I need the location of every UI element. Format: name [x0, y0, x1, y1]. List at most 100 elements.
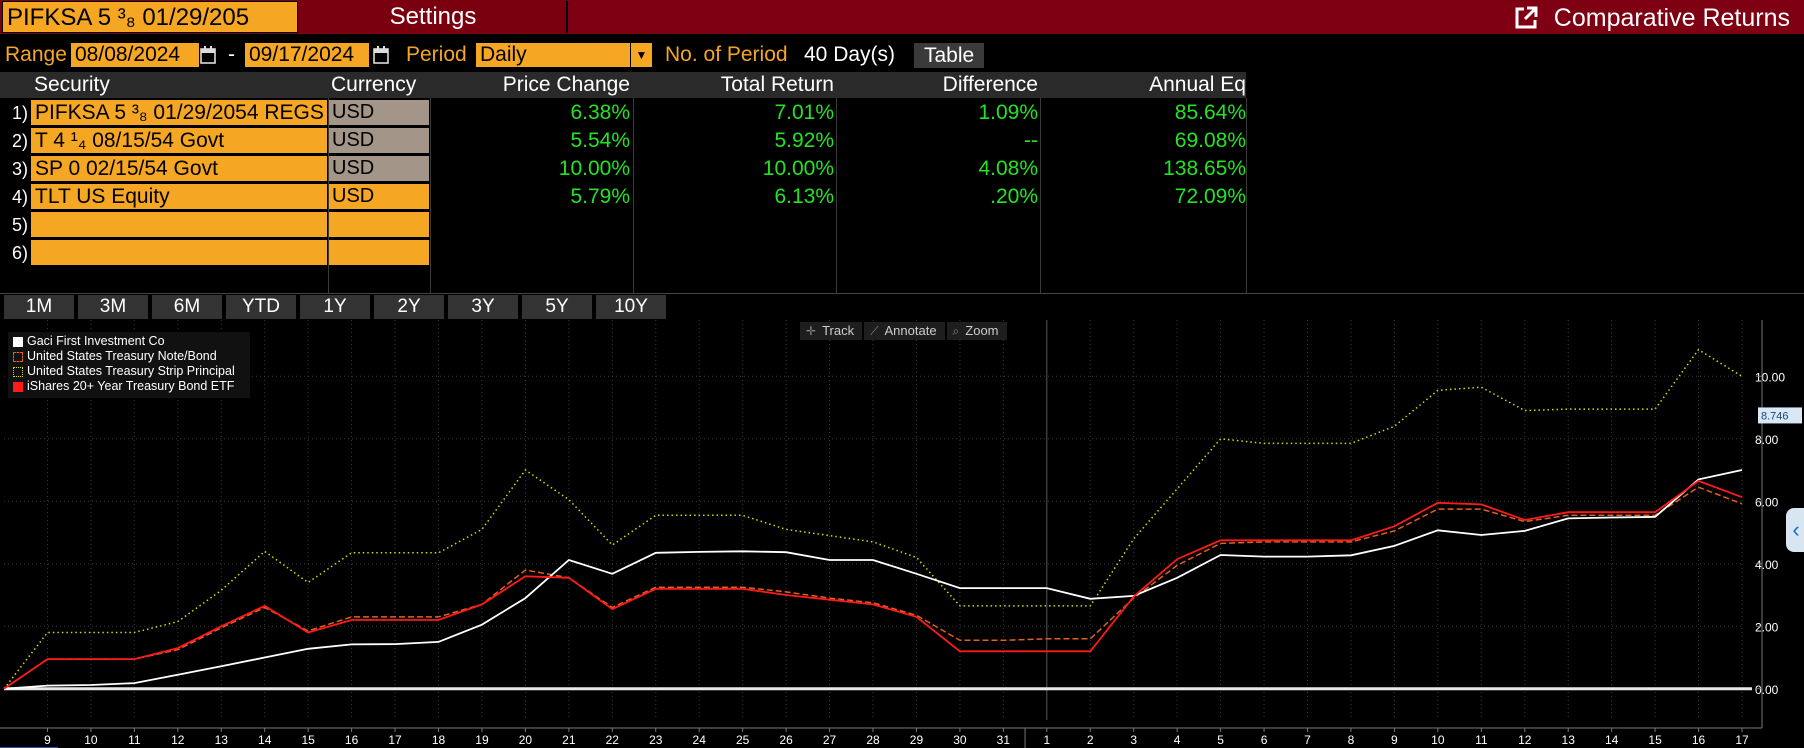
currency-field[interactable]: [329, 212, 429, 237]
x-tick-label: 12: [1518, 733, 1532, 747]
annual-eq-cell: 85.64%: [1174, 101, 1246, 124]
start-date-field[interactable]: 08/08/2024: [71, 43, 199, 67]
zoom-button[interactable]: ⌕ Zoom: [946, 322, 1007, 340]
security-input[interactable]: T 4 ¹₄ 08/15/54 Govt: [31, 128, 327, 153]
column-header-total-return: Total Return: [720, 73, 834, 96]
column-divider: [328, 98, 329, 294]
x-tick-label: 16: [345, 733, 359, 747]
chevron-down-icon[interactable]: ▼: [630, 43, 652, 67]
row-number: 6): [12, 243, 29, 263]
legend-swatch: [13, 366, 23, 377]
x-tick-label: 3: [1130, 733, 1137, 747]
currency-field[interactable]: USD: [329, 128, 429, 153]
series-line[interactable]: [3, 479, 1743, 690]
calendar-icon[interactable]: [199, 45, 217, 65]
x-tick-label: 4: [1174, 733, 1181, 747]
security-input[interactable]: SP 0 02/15/54 Govt: [31, 156, 327, 181]
y-tick-label: 4.00: [1755, 558, 1779, 572]
securities-table: Security Currency Price Change Total Ret…: [0, 72, 1804, 294]
column-header-security: Security: [34, 73, 110, 96]
period-button-6m[interactable]: 6M: [152, 295, 222, 319]
legend-swatch: [13, 351, 23, 362]
annual-eq-cell: 138.65%: [1163, 157, 1246, 180]
legend-entry[interactable]: United States Treasury Note/Bond: [8, 349, 250, 364]
x-tick-label: 22: [606, 733, 620, 747]
x-tick-label: 29: [910, 733, 924, 747]
row-number: 4): [12, 187, 29, 207]
period-button-5y[interactable]: 5Y: [522, 295, 592, 319]
page-title: Comparative Returns: [1553, 4, 1790, 32]
x-tick-label: 13: [1562, 733, 1576, 747]
legend-entry[interactable]: United States Treasury Strip Principal: [8, 364, 250, 379]
security-input[interactable]: PIFKSA 5 ³₈ 01/29/2054 REGS: [31, 100, 327, 125]
series-line[interactable]: [3, 469, 1743, 690]
y-tick-label: 8.00: [1755, 433, 1779, 447]
price-change-cell: [434, 212, 630, 238]
ticker-field[interactable]: PIFKSA 5 ³₈ 01/29/205: [2, 1, 298, 33]
title-bar-right: Comparative Returns: [568, 1, 1804, 33]
period-select[interactable]: Daily: [476, 43, 630, 67]
chart-legend: Gaci First Investment Co United States Tr…: [8, 332, 250, 398]
currency-field[interactable]: [329, 240, 429, 265]
column-divider: [430, 98, 431, 294]
difference-cell: [838, 212, 1038, 238]
annual-eq-cell: [1042, 240, 1246, 266]
comparative-returns-title[interactable]: Comparative Returns: [1514, 2, 1790, 34]
period-button-1y[interactable]: 1Y: [300, 295, 370, 319]
crosshair-icon: ✛: [806, 324, 817, 338]
price-change-cell: 10.00%: [558, 157, 630, 180]
x-tick-label: 27: [823, 733, 837, 747]
currency-field[interactable]: USD: [329, 156, 429, 181]
x-tick-label: 19: [475, 733, 489, 747]
currency-field[interactable]: USD: [329, 184, 429, 209]
track-button[interactable]: ✛ Track: [800, 322, 863, 340]
total-return-cell: [636, 212, 834, 238]
period-button-1m[interactable]: 1M: [4, 295, 74, 319]
x-tick-label: 24: [693, 733, 707, 747]
currency-field[interactable]: USD: [329, 100, 429, 125]
period-button-2y[interactable]: 2Y: [374, 295, 444, 319]
price-change-cell: 5.54%: [570, 129, 630, 152]
period-label: Period: [406, 43, 467, 66]
table-header-bar: [0, 72, 1246, 98]
last-value-label: 8.746: [1761, 410, 1789, 422]
x-tick-label: 8: [1348, 733, 1355, 747]
calendar-icon[interactable]: [372, 45, 390, 65]
end-date-field[interactable]: 09/17/2024: [245, 43, 369, 67]
period-button-3m[interactable]: 3M: [78, 295, 148, 319]
legend-label: United States Treasury Strip Principal: [27, 364, 235, 378]
settings-button[interactable]: Settings: [300, 1, 568, 33]
x-tick-label: 17: [388, 733, 402, 747]
x-tick-label: 28: [866, 733, 880, 747]
difference-cell: [838, 240, 1038, 266]
total-return-cell: 7.01%: [774, 101, 834, 124]
annotate-button[interactable]: ⟋ Annotate: [864, 322, 945, 340]
table-button[interactable]: Table: [914, 43, 985, 68]
x-tick-label: 20: [519, 733, 533, 747]
x-tick-label: 1: [1043, 733, 1050, 747]
security-input[interactable]: [31, 212, 327, 237]
y-tick-label: 2.00: [1755, 620, 1779, 634]
security-input[interactable]: TLT US Equity: [31, 184, 327, 209]
legend-label: United States Treasury Note/Bond: [27, 349, 217, 363]
x-tick-label: 11: [128, 733, 141, 747]
security-input[interactable]: [31, 240, 327, 265]
legend-label: iShares 20+ Year Treasury Bond ETF: [27, 379, 235, 393]
track-label: Track: [822, 323, 855, 338]
num-period-value[interactable]: 40 Day(s): [804, 43, 896, 66]
series-line[interactable]: [3, 486, 1743, 690]
total-return-cell: 10.00%: [762, 157, 834, 180]
price-change-cell: [434, 240, 630, 266]
row-number: 2): [12, 131, 29, 151]
side-panel-tab-chevron-icon[interactable]: ‹: [1786, 508, 1804, 552]
last-value-badge: [1758, 407, 1802, 424]
external-link-icon[interactable]: [1514, 6, 1538, 30]
legend-entry[interactable]: Gaci First Investment Co: [8, 334, 250, 349]
total-return-cell: 6.13%: [774, 185, 834, 208]
x-tick-label: 13: [215, 733, 229, 747]
period-button-ytd[interactable]: YTD: [226, 295, 296, 319]
period-button-10y[interactable]: 10Y: [596, 295, 666, 319]
legend-entry[interactable]: iShares 20+ Year Treasury Bond ETF: [8, 379, 250, 394]
period-button-3y[interactable]: 3Y: [448, 295, 518, 319]
